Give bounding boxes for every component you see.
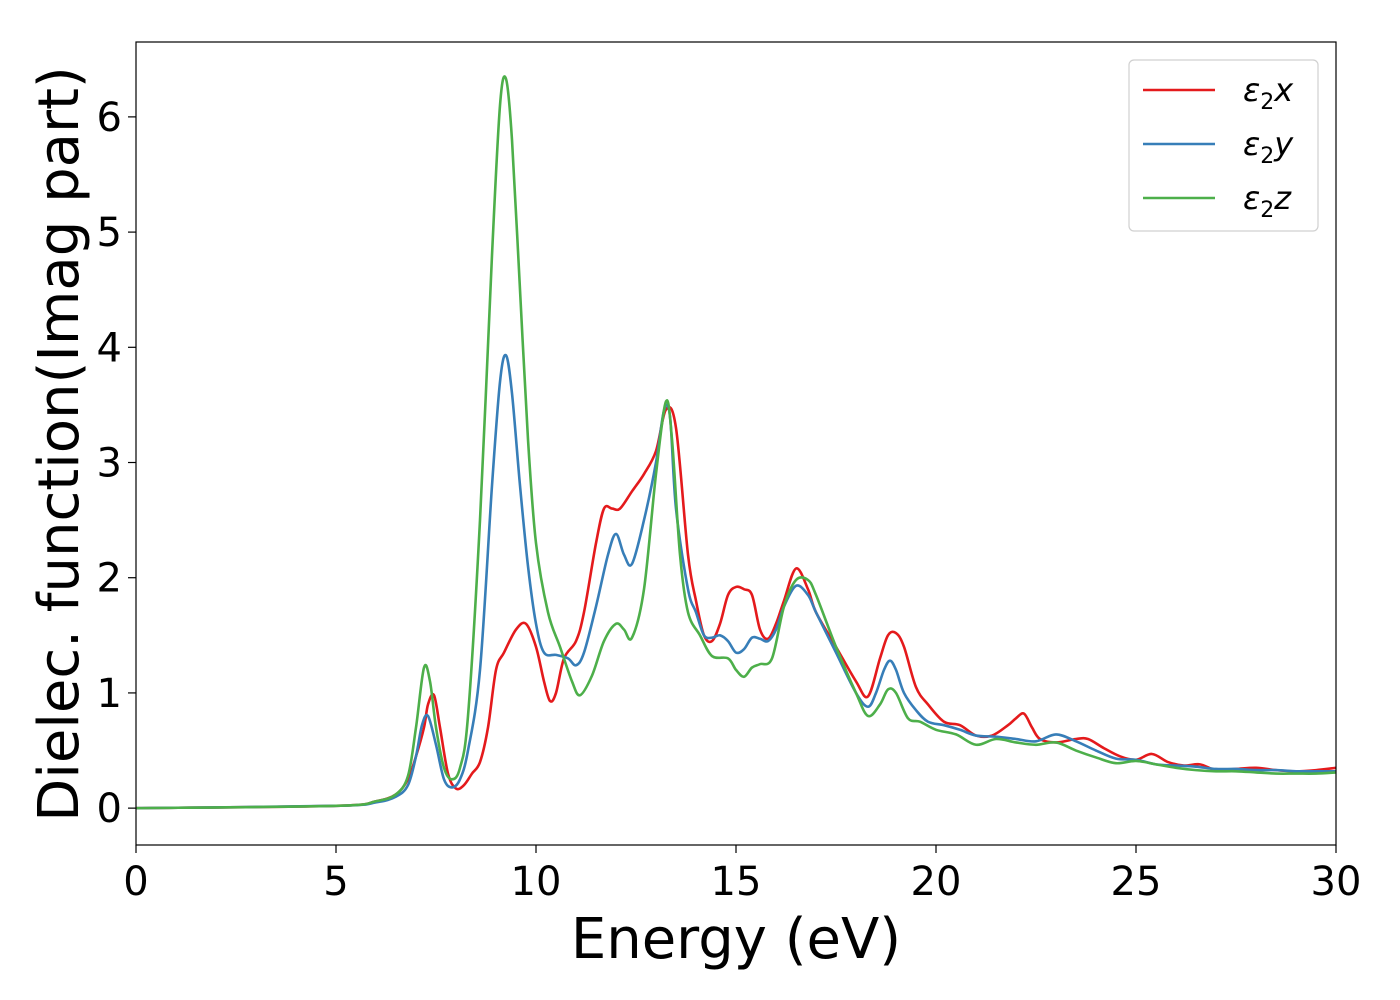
y-tick-label: 5	[97, 210, 122, 256]
series-line-y	[136, 353, 1336, 810]
y-tick-label: 1	[97, 671, 122, 717]
y-tick-label: 0	[97, 786, 122, 832]
y-tick-label: 2	[97, 556, 122, 602]
series-layer	[136, 75, 1336, 810]
series-line-z	[136, 75, 1336, 810]
legend-label-z: ε2z	[1243, 179, 1292, 223]
legend-box	[1128, 59, 1319, 232]
y-tick-label: 6	[97, 95, 122, 141]
legend-label-x: ε2x	[1243, 71, 1294, 115]
legend: ε2x ε2y ε2z	[1128, 59, 1319, 232]
x-axis: 0 5 10 15 20 25 30	[123, 845, 1361, 905]
x-axis-title: Energy (eV)	[571, 907, 901, 972]
x-tick-label: 10	[511, 859, 562, 905]
y-tick-label: 3	[97, 441, 122, 487]
y-tick-label: 4	[97, 325, 122, 371]
x-tick-label: 25	[1111, 859, 1162, 905]
x-tick-label: 5	[323, 859, 348, 905]
series-line-x	[136, 405, 1336, 810]
y-axis-title: Dielec. function(Imag part)	[27, 66, 92, 822]
x-tick-label: 15	[711, 859, 762, 905]
legend-label-y: ε2y	[1243, 125, 1294, 169]
x-tick-label: 20	[911, 859, 962, 905]
y-axis: 0 1 2 3 4 5 6	[97, 95, 136, 832]
x-tick-label: 30	[1311, 859, 1362, 905]
x-tick-label: 0	[123, 859, 148, 905]
